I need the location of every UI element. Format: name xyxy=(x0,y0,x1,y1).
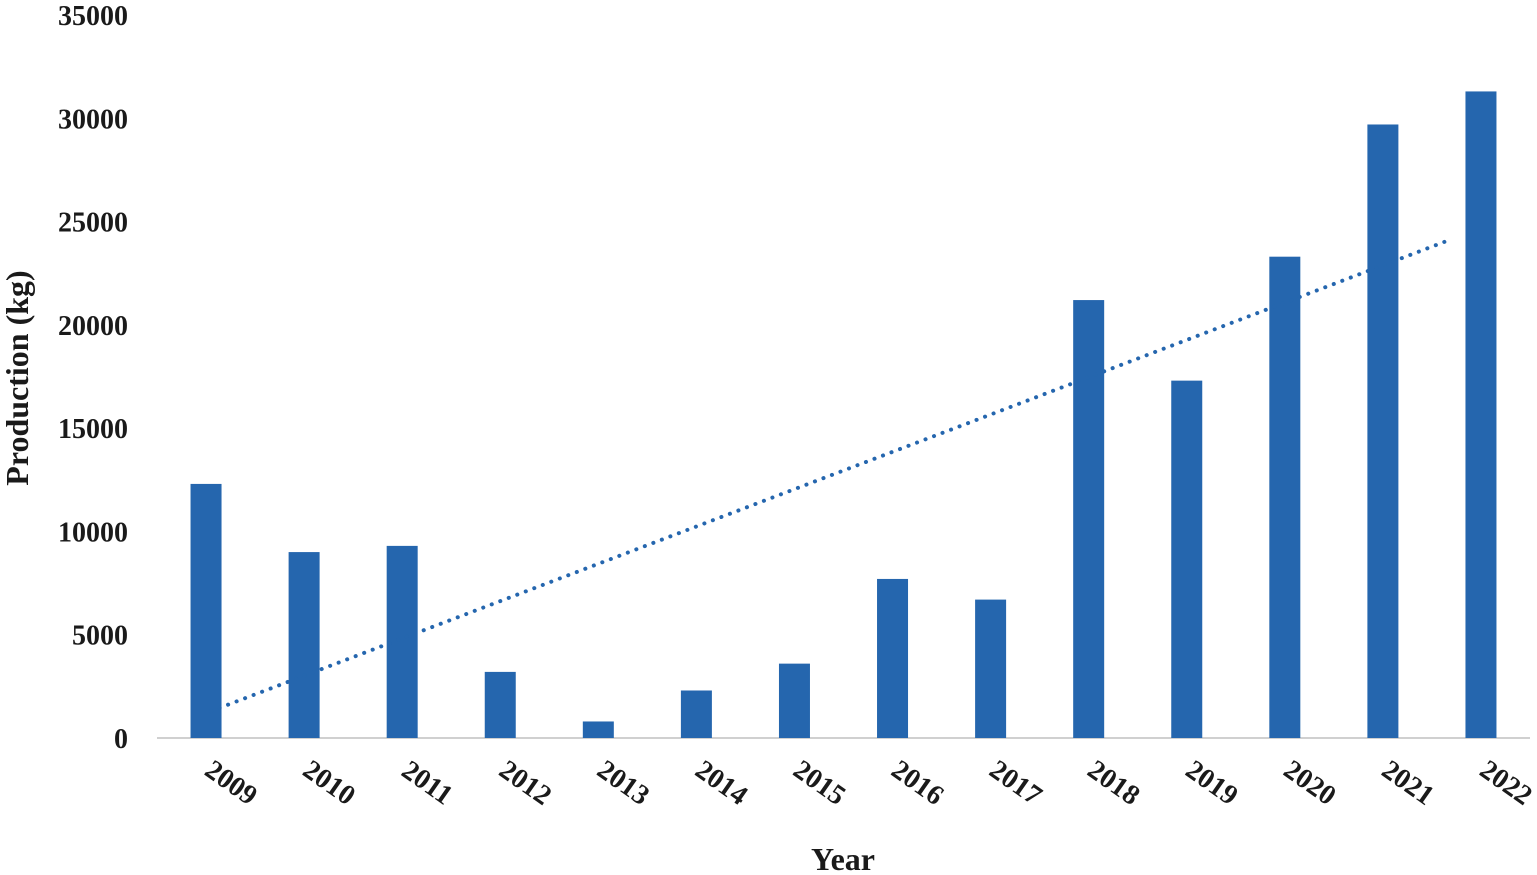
trendline xyxy=(209,238,1451,714)
x-axis-ticks: 2009 2010 2011 2012 2013 2014 2015 2016 2017 2018… xyxy=(199,754,1537,812)
bar-2014 xyxy=(680,690,712,738)
bar-2019 xyxy=(1171,380,1203,738)
y-tick-label: 15000 xyxy=(58,414,128,445)
x-tick-label: 2011 xyxy=(396,755,458,812)
x-tick-label: 2021 xyxy=(1376,754,1440,812)
bar-2017 xyxy=(975,599,1007,738)
y-tick-label: 30000 xyxy=(58,104,128,135)
bar-2010 xyxy=(288,552,320,738)
y-axis-ticks: 0 5000 10000 15000 20000 25000 30000 35000 xyxy=(58,1,128,755)
y-tick-label: 25000 xyxy=(58,208,128,239)
bar-2009 xyxy=(190,483,222,738)
x-tick-label: 2016 xyxy=(886,754,950,812)
x-tick-label: 2015 xyxy=(788,754,852,812)
bar-2015 xyxy=(778,663,810,738)
x-tick-label: 2017 xyxy=(984,754,1048,812)
x-tick-label: 2020 xyxy=(1278,754,1342,812)
bar-2011 xyxy=(386,545,418,738)
x-tick-label: 2019 xyxy=(1180,754,1244,812)
bar-2018 xyxy=(1073,300,1105,738)
y-tick-label: 0 xyxy=(114,724,128,755)
bar-2013 xyxy=(582,721,614,738)
bar-2022 xyxy=(1465,91,1497,739)
y-tick-label: 20000 xyxy=(58,311,128,342)
x-tick-label: 2009 xyxy=(199,754,263,812)
x-tick-label: 2013 xyxy=(591,754,655,812)
x-tick-label: 2022 xyxy=(1474,754,1537,812)
bar-2016 xyxy=(877,578,909,738)
x-tick-label: 2012 xyxy=(493,754,557,812)
y-axis-label: Production (kg) xyxy=(0,270,35,485)
bar-2012 xyxy=(484,671,516,738)
bar-2020 xyxy=(1269,256,1301,738)
y-tick-label: 35000 xyxy=(58,1,128,32)
y-tick-label: 5000 xyxy=(72,621,128,652)
x-axis-label: Year xyxy=(811,841,875,875)
bar-2021 xyxy=(1367,124,1399,739)
x-tick-label: 2018 xyxy=(1082,754,1146,812)
x-tick-label: 2010 xyxy=(297,754,361,812)
bars xyxy=(190,91,1497,739)
y-tick-label: 10000 xyxy=(58,517,128,548)
x-tick-label: 2014 xyxy=(689,754,753,812)
